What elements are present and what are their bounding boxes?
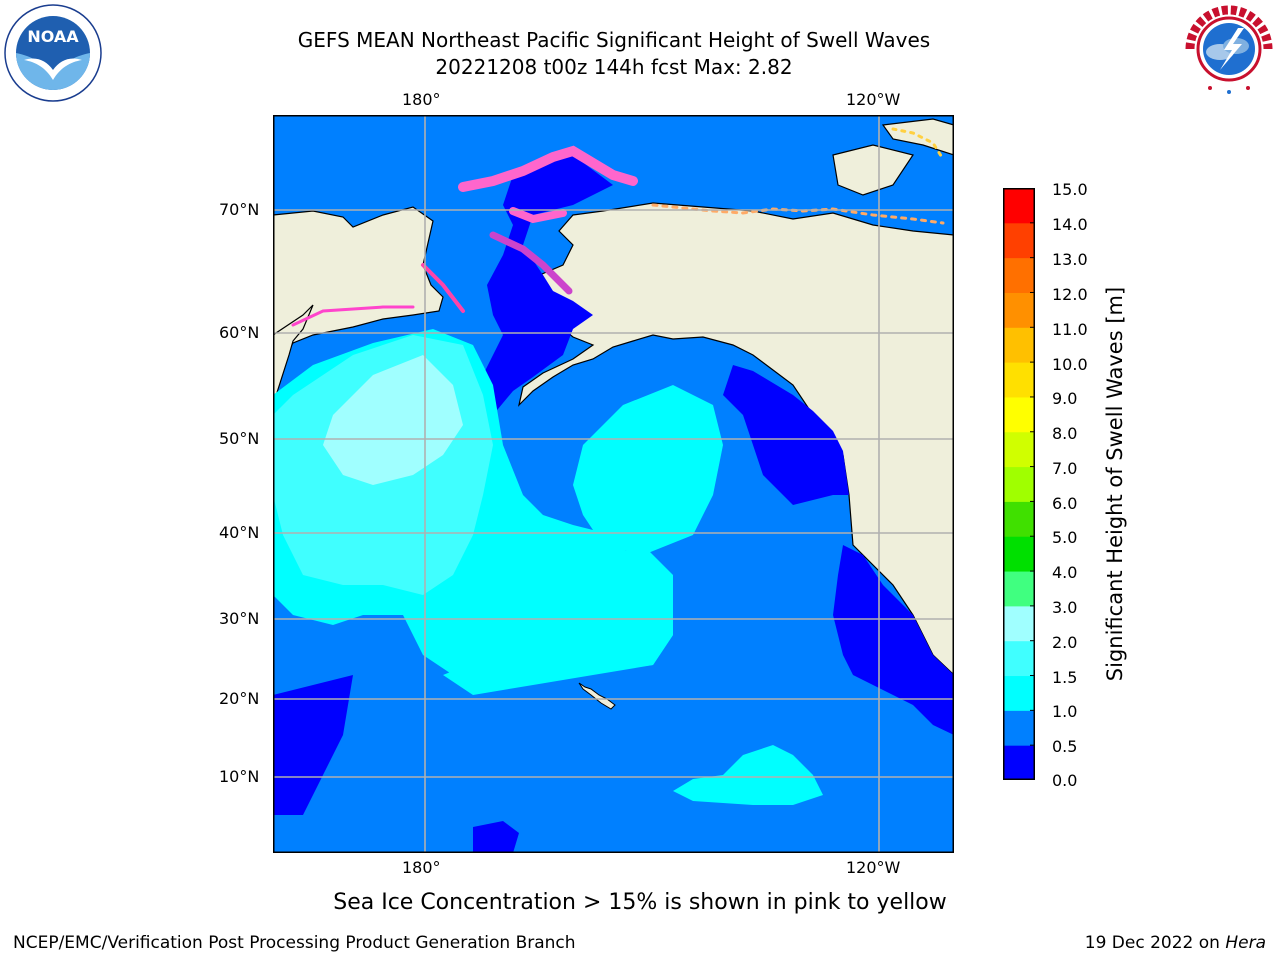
colorbar-segment xyxy=(1003,640,1035,677)
lat-label-60n: 60°N xyxy=(219,323,260,342)
colorbar-segment xyxy=(1003,710,1035,746)
colorbar-segment xyxy=(1003,292,1035,328)
sea-ice-edge-1 xyxy=(458,145,638,192)
colorbar-segment xyxy=(1003,222,1035,259)
region-mid-east xyxy=(573,385,723,555)
footer-host: Hera xyxy=(1225,933,1266,953)
chart-subtitle: 20221208 t00z 144h fcst Max: 2.82 xyxy=(435,55,793,79)
sea-ice-edge-4 xyxy=(421,263,465,313)
sea-ice-layer xyxy=(291,127,945,327)
nws-logo xyxy=(1182,2,1276,96)
colorbar-tick: 11.0 xyxy=(1052,320,1088,339)
region-mid-southeast xyxy=(673,745,823,805)
sea-ice-edge-5 xyxy=(291,305,415,327)
colorbar-label: Significant Height of Swell Waves [m] xyxy=(1103,286,1127,682)
colorbar-tick: 2.0 xyxy=(1052,633,1078,652)
sea-ice-archipelago xyxy=(891,127,945,161)
colorbar-tick: 5.0 xyxy=(1052,528,1078,547)
lat-label-10n: 10°N xyxy=(219,767,260,786)
colorbar-tick: 12.0 xyxy=(1052,285,1088,304)
colorbar-segment xyxy=(1003,501,1035,537)
colorbar-tick: 13.0 xyxy=(1052,250,1088,269)
chart-title: GEFS MEAN Northeast Pacific Significant … xyxy=(297,28,931,52)
lat-label-20n: 20°N xyxy=(219,689,260,708)
colorbar-tick: 4.0 xyxy=(1052,563,1078,582)
noaa-logo: NOAA xyxy=(4,4,102,102)
noaa-logo-text: NOAA xyxy=(27,27,79,46)
colorbar-segment xyxy=(1003,257,1035,293)
colorbar-segment xyxy=(1003,675,1035,711)
colorbar-tick: 1.0 xyxy=(1052,702,1078,721)
lat-label-30n: 30°N xyxy=(219,609,260,628)
colorbar-segment xyxy=(1003,466,1035,502)
sea-ice-edge-3 xyxy=(489,231,573,295)
lat-label-50n: 50°N xyxy=(219,429,260,448)
colorbar-tick: 14.0 xyxy=(1052,215,1088,234)
colorbar-segment xyxy=(1003,362,1035,398)
colorbar-segment xyxy=(1003,188,1035,224)
sea-ice-arctic-coast xyxy=(651,203,945,225)
colorbar-tick: 15.0 xyxy=(1052,180,1088,199)
sea-ice-caption: Sea Ice Concentration > 15% is shown in … xyxy=(333,890,947,915)
colorbar-tick: 8.0 xyxy=(1052,424,1078,443)
region-low-west-tropics xyxy=(273,675,353,815)
colorbar-tick: 0.0 xyxy=(1052,771,1078,790)
colorbar-segment xyxy=(1003,396,1035,433)
lon-label-180-bottom: 180° xyxy=(402,858,441,877)
region-mid-central xyxy=(443,545,673,695)
colorbar xyxy=(1003,188,1035,780)
colorbar-segment xyxy=(1003,571,1035,607)
region-low-central-south xyxy=(473,821,519,853)
lon-label-120w-top: 120°W xyxy=(846,90,901,109)
colorbar-segment xyxy=(1003,605,1035,642)
graticule xyxy=(273,115,954,853)
map-panel xyxy=(273,115,954,853)
region-low-california xyxy=(833,545,954,735)
map-frame xyxy=(273,115,954,853)
colorbar-tick: 3.0 xyxy=(1052,598,1078,617)
lon-label-120w-bottom: 120°W xyxy=(846,858,901,877)
colorbar-tick: 10.0 xyxy=(1052,355,1088,374)
colorbar-segment xyxy=(1003,536,1035,572)
sea-ice-edge-2 xyxy=(509,207,567,224)
footer-date-text: 19 Dec 2022 on xyxy=(1084,933,1226,953)
lon-label-180-top: 180° xyxy=(402,90,441,109)
hawaiian-islands xyxy=(578,682,616,710)
lat-label-40n: 40°N xyxy=(219,523,260,542)
land-arctic-island-1 xyxy=(832,144,914,196)
colorbar-segment xyxy=(1003,431,1035,468)
colorbar-tick: 0.5 xyxy=(1052,737,1078,756)
region-low-gulf-alaska xyxy=(723,365,849,505)
colorbar-segment xyxy=(1003,327,1035,363)
colorbar-segment xyxy=(1003,745,1035,780)
region-higher-core xyxy=(323,355,463,485)
footer-date: 19 Dec 2022 on Hera xyxy=(1085,933,1266,953)
colorbar-frame xyxy=(1003,188,1035,780)
colorbar-tick: 7.0 xyxy=(1052,459,1078,478)
colorbar-tick: 1.5 xyxy=(1052,668,1078,687)
lat-label-70n: 70°N xyxy=(219,200,260,219)
colorbar-tick: 9.0 xyxy=(1052,389,1078,408)
region-low-bering xyxy=(473,155,613,427)
footer-credit: NCEP/EMC/Verification Post Processing Pr… xyxy=(13,933,576,953)
colorbar-tick: 6.0 xyxy=(1052,494,1078,513)
